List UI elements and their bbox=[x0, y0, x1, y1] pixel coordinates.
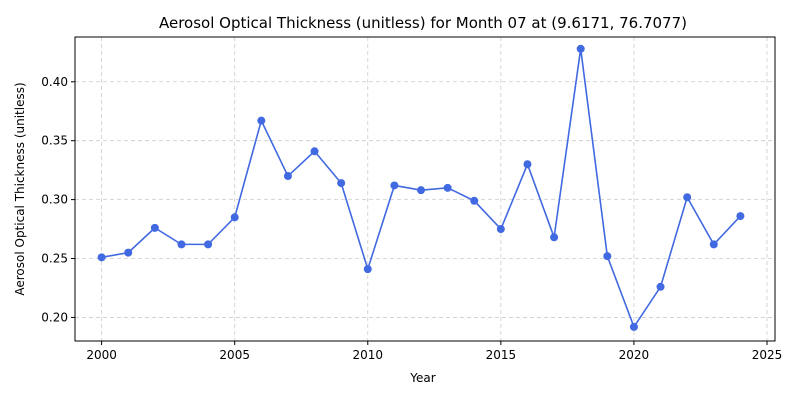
data-point bbox=[576, 44, 585, 53]
axis-ticks: 2000 2005 2010 2015 2020 2025 0.20 0.25 0.30 0.35… bbox=[41, 75, 782, 362]
y-tick-label: 0.20 bbox=[41, 310, 68, 324]
data-point bbox=[257, 116, 266, 125]
data-point bbox=[470, 196, 479, 205]
y-tick-label: 0.30 bbox=[41, 193, 68, 207]
data-point bbox=[97, 253, 106, 262]
data-point bbox=[523, 160, 532, 169]
x-tick-label: 2025 bbox=[752, 348, 783, 362]
data-point bbox=[124, 248, 133, 257]
data-point bbox=[736, 212, 745, 221]
data-point bbox=[550, 233, 559, 242]
data-point bbox=[629, 322, 638, 331]
y-tick-label: 0.40 bbox=[41, 75, 68, 89]
x-tick-label: 2000 bbox=[86, 348, 117, 362]
grid bbox=[75, 37, 775, 341]
data-point bbox=[496, 225, 505, 234]
chart-title: Aerosol Optical Thickness (unitless) for… bbox=[159, 14, 687, 32]
data-point bbox=[310, 147, 319, 156]
data-point bbox=[390, 181, 399, 190]
data-point bbox=[230, 213, 239, 222]
data-point bbox=[177, 240, 186, 249]
data-point bbox=[363, 265, 372, 274]
data-point bbox=[283, 172, 292, 181]
x-tick-label: 2015 bbox=[486, 348, 517, 362]
data-point bbox=[337, 179, 346, 188]
x-axis-label: Year bbox=[409, 371, 435, 385]
data-point bbox=[683, 193, 692, 202]
data-point bbox=[443, 183, 452, 192]
data-point bbox=[150, 223, 159, 232]
plot-frame bbox=[74, 36, 776, 342]
data-point bbox=[709, 240, 718, 249]
y-tick-label: 0.25 bbox=[41, 252, 68, 266]
data-point bbox=[204, 240, 213, 249]
y-axis-label: Aerosol Optical Thickness (unitless) bbox=[13, 82, 27, 295]
data-point bbox=[656, 282, 665, 291]
y-tick-label: 0.35 bbox=[41, 134, 68, 148]
x-tick-label: 2010 bbox=[353, 348, 384, 362]
x-tick-label: 2020 bbox=[619, 348, 650, 362]
x-tick-label: 2005 bbox=[219, 348, 250, 362]
data-point bbox=[417, 186, 426, 195]
data-point bbox=[603, 252, 612, 261]
series-layer bbox=[97, 44, 745, 331]
